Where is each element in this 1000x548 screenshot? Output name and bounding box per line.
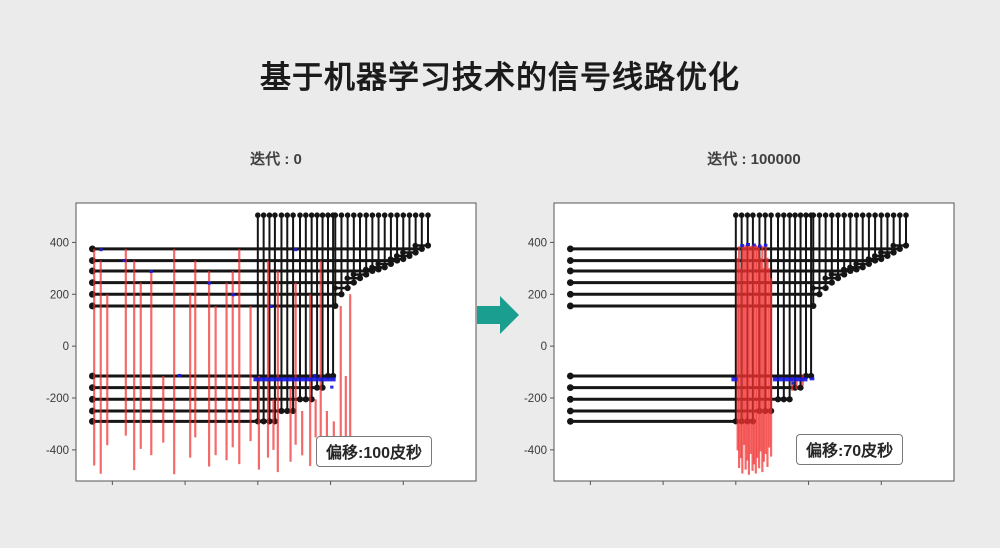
stem-plot-iteration-0: -4200-4000-3800-3600-34004002000-200-400 bbox=[46, 202, 477, 485]
svg-text:-200: -200 bbox=[524, 393, 547, 405]
chart-title-iteration-0: 迭代 : 0 bbox=[250, 151, 302, 168]
transform-arrow bbox=[477, 294, 519, 336]
svg-text:400: 400 bbox=[50, 237, 69, 249]
svg-text:400: 400 bbox=[528, 237, 547, 249]
chart-title-iteration-100000: 迭代 : 100000 bbox=[707, 151, 801, 168]
right-arrow-icon bbox=[477, 296, 519, 334]
svg-text:0: 0 bbox=[63, 341, 69, 353]
svg-text:-400: -400 bbox=[46, 445, 69, 457]
svg-text:-200: -200 bbox=[46, 393, 69, 405]
page-title: 基于机器学习技术的信号线路优化 bbox=[260, 60, 740, 95]
svg-text:200: 200 bbox=[50, 289, 69, 301]
chart-iteration-0: 迭代 : 0 -4200-4000-3800-3600-34004002000-… bbox=[30, 142, 490, 488]
offset-annotation-100ps: 偏移:100皮秒 bbox=[316, 436, 433, 467]
chart-iteration-100000: 迭代 : 100000 -4200-4000-3800-3600-3400400… bbox=[508, 142, 968, 488]
svg-text:200: 200 bbox=[528, 289, 547, 301]
svg-text:-400: -400 bbox=[524, 445, 547, 457]
svg-text:0: 0 bbox=[541, 341, 547, 353]
offset-annotation-70ps: 偏移:70皮秒 bbox=[796, 434, 904, 465]
